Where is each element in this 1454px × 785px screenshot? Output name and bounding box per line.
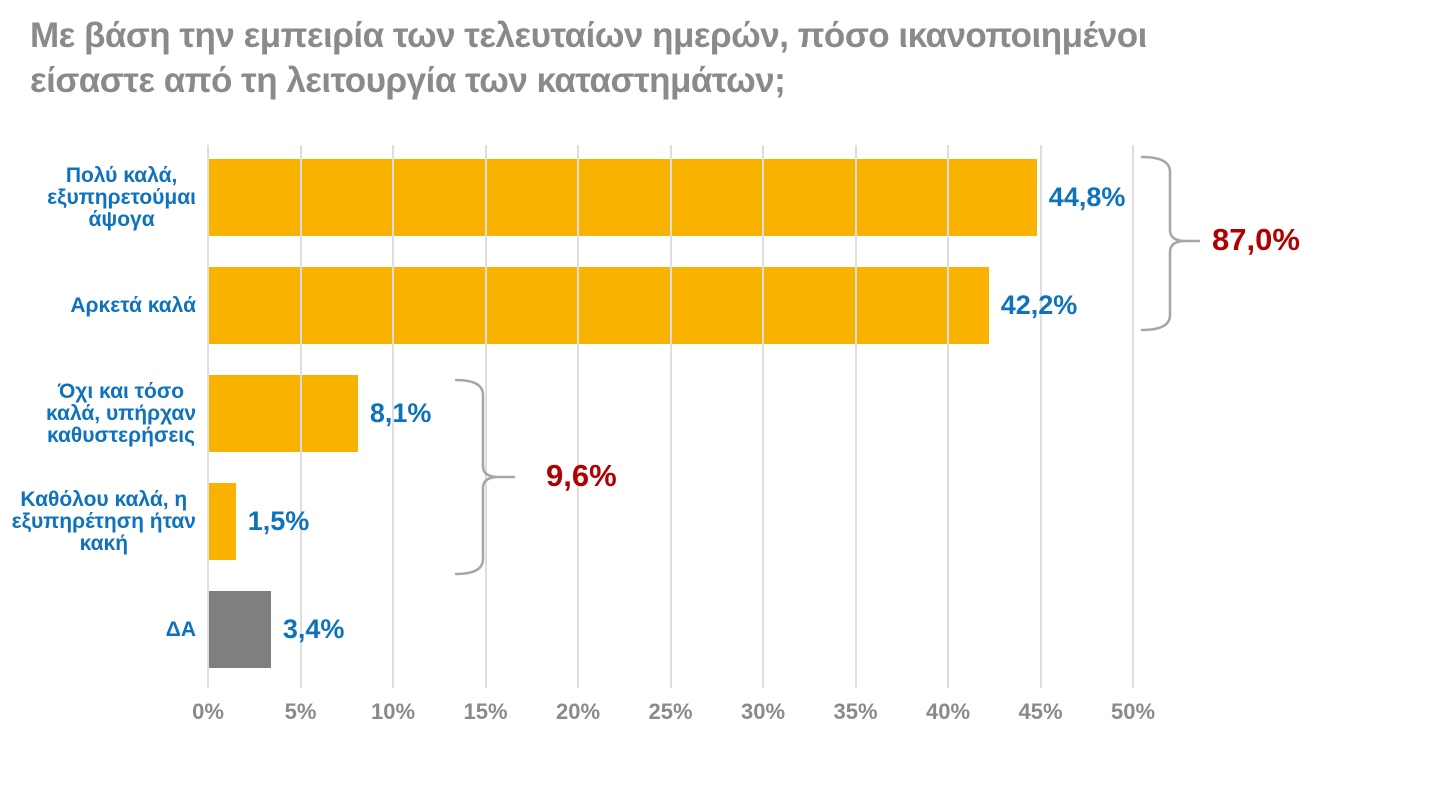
gridline bbox=[669, 145, 672, 688]
group-sum-label-unsatisfied: 9,6% bbox=[546, 458, 617, 493]
category-label-very-good: Πολύ καλά, εξυπηρετούμαι άψογα bbox=[47, 163, 196, 231]
gridline bbox=[854, 145, 857, 688]
x-tick: 25% bbox=[648, 699, 693, 724]
gridline bbox=[762, 145, 764, 688]
gridline bbox=[207, 145, 209, 688]
group-sum-label-satisfied: 87,0% bbox=[1212, 222, 1300, 257]
gridline bbox=[1132, 145, 1134, 688]
value-label-no-answer: 3,4% bbox=[282, 614, 345, 644]
x-tick: 40% bbox=[925, 699, 971, 724]
x-tick: 30% bbox=[740, 699, 786, 724]
gridline bbox=[577, 145, 579, 688]
gridline bbox=[392, 145, 394, 688]
value-label-not-so-good: 8,1% bbox=[369, 398, 432, 428]
x-tick: 50% bbox=[1110, 699, 1156, 724]
x-tick: 35% bbox=[833, 699, 878, 724]
bar-no-answer bbox=[208, 591, 271, 668]
x-tick: 0% bbox=[192, 699, 224, 724]
category-label-fairly-good: Αρκετά καλά bbox=[70, 293, 196, 317]
brace-satisfied-group bbox=[1140, 155, 1201, 332]
value-label-fairly-good: 42,2% bbox=[1000, 290, 1078, 320]
category-label-not-good-at-all: Καθόλου καλά, η εξυπηρέτηση ήταν κακή bbox=[11, 487, 196, 555]
value-label-not-good-at-all: 1,5% bbox=[247, 506, 310, 536]
category-label-not-so-good: Όχι και τόσο καλά, υπήρχαν καθυστερήσεις bbox=[46, 379, 196, 447]
chart-title: Με βάση την εμπειρία των τελευταίων ημερ… bbox=[30, 16, 1147, 100]
bar-fairly-good bbox=[208, 267, 989, 344]
bar-very-good bbox=[208, 159, 1037, 236]
value-label-very-good: 44,8% bbox=[1048, 182, 1126, 212]
gridline bbox=[1039, 145, 1042, 688]
x-tick: 15% bbox=[463, 699, 508, 724]
category-label-no-answer: ΔΑ bbox=[165, 617, 196, 641]
x-tick: 5% bbox=[284, 699, 317, 724]
x-tick: 20% bbox=[555, 699, 601, 724]
gridline bbox=[484, 145, 487, 688]
bar-not-good-at-all bbox=[208, 483, 236, 560]
gridline bbox=[299, 145, 302, 688]
x-tick: 45% bbox=[1018, 699, 1063, 724]
bar-not-so-good bbox=[208, 375, 358, 452]
gridline bbox=[947, 145, 949, 688]
x-tick: 10% bbox=[370, 699, 416, 724]
